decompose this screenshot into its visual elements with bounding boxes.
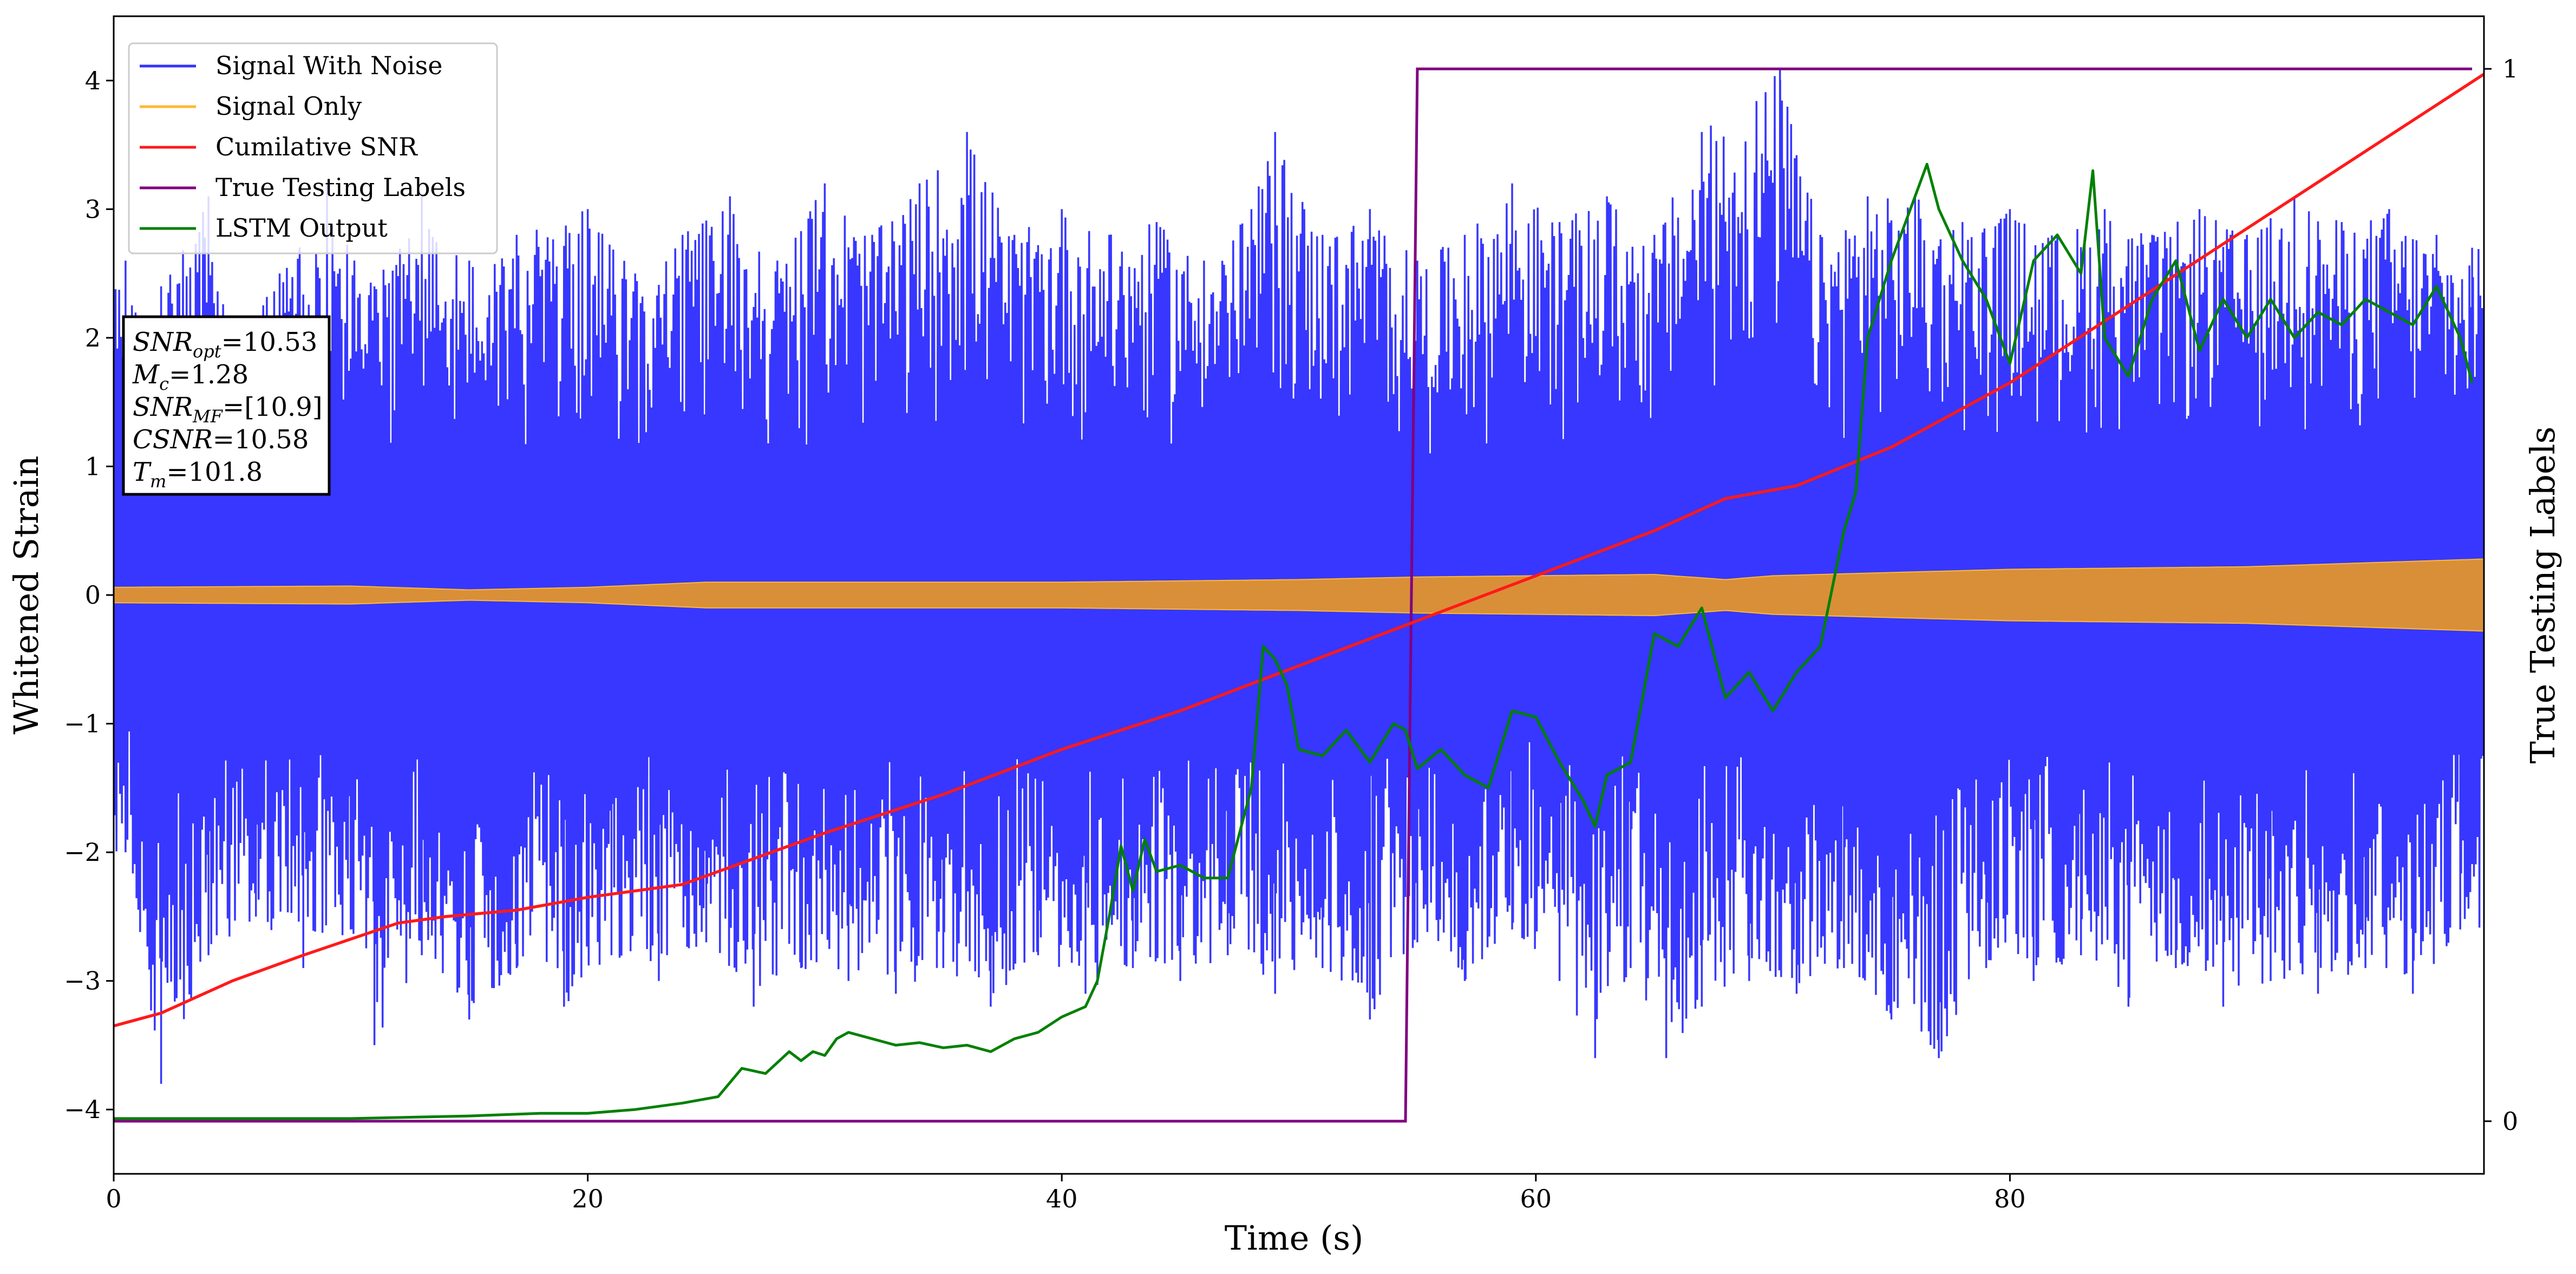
- parameter-box: [122, 315, 331, 496]
- x-tick-label: 80: [1994, 1184, 2026, 1213]
- y-tick-label: −3: [64, 966, 101, 996]
- x-tick-label: 0: [106, 1184, 121, 1213]
- legend-label-signal-with-noise: Signal With Noise: [215, 51, 442, 80]
- y2-tick-label: 0: [2502, 1107, 2518, 1136]
- cumilative-snr-line: [114, 73, 2484, 1028]
- legend-label-true-testing-labels: True Testing Labels: [215, 173, 466, 202]
- annotation-snr-opt: SNRopt=10.53: [133, 327, 317, 362]
- y-tick-label: 4: [85, 66, 101, 95]
- y-tick-label: 0: [85, 580, 101, 610]
- signal-only-band: [114, 558, 2484, 632]
- y-tick-label: −1: [64, 709, 101, 739]
- legend-label-cumilative-snr: Cumilative SNR: [215, 132, 418, 161]
- y-tick-label: 2: [85, 323, 101, 352]
- true-testing-labels-line: [114, 67, 2473, 1123]
- y-tick-label: −2: [64, 838, 101, 867]
- annotation-snr-mf: SNRMF=[10.9]: [133, 392, 323, 427]
- parameter-annotation: SNRopt=10.53 Mc=1.28 SNRMF=[10.9] CSNR=1…: [122, 315, 331, 496]
- legend-box: [128, 42, 498, 254]
- annotation-chirp-mass: Mc=1.28: [132, 360, 249, 394]
- legend-label-lstm-output: LSTM Output: [215, 213, 388, 243]
- annotation-csnr: CSNR=10.58: [133, 424, 309, 455]
- y-axis-title: Whitened Strain: [6, 456, 46, 735]
- y2-axis-title: True Testing Labels: [2523, 427, 2562, 764]
- y-tick-label: 1: [85, 452, 101, 481]
- x-axis-title: Time (s): [1225, 1218, 1364, 1258]
- y-tick-label: −4: [64, 1095, 101, 1124]
- x-tick-label: 20: [572, 1184, 604, 1213]
- legend: Signal With Noise Signal Only Cumilative…: [128, 42, 498, 254]
- y2-tick-label: 1: [2502, 54, 2518, 83]
- x-tick-label: 60: [1520, 1184, 1552, 1213]
- legend-label-signal-only: Signal Only: [215, 92, 362, 121]
- x-tick-label: 40: [1046, 1184, 1078, 1213]
- y-tick-label: 3: [85, 194, 101, 224]
- lstm-output-line: [114, 162, 2474, 1120]
- annotation-t-m: Tm=101.8: [133, 457, 263, 492]
